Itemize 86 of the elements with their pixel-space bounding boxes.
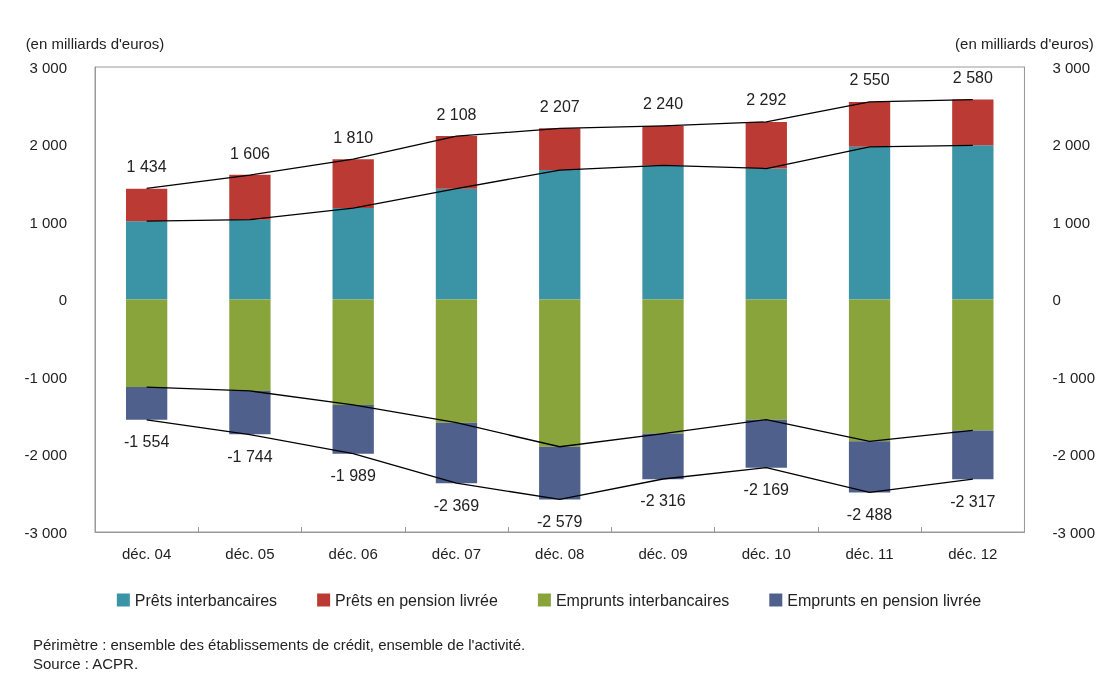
bar — [125, 299, 168, 388]
bar — [642, 165, 684, 300]
bar — [848, 146, 891, 300]
bar — [332, 299, 374, 405]
bar — [745, 168, 787, 300]
bar — [539, 446, 581, 500]
bar — [952, 99, 994, 146]
data-label: 2 108 — [436, 105, 477, 123]
y2-tick-label: 1 000 — [1052, 213, 1091, 231]
bar — [539, 128, 581, 171]
legend-label: Prêts en pension livrée — [335, 591, 498, 609]
data-label: -2 317 — [950, 492, 996, 510]
bar — [642, 433, 684, 480]
data-label: -2 316 — [640, 492, 686, 510]
source-note: Source : ACPR. — [33, 655, 139, 672]
bar — [745, 122, 787, 169]
data-label: -1 744 — [227, 448, 273, 466]
bar — [125, 221, 168, 300]
bar — [229, 219, 271, 300]
data-label: 1 606 — [229, 144, 271, 162]
bar — [952, 145, 994, 300]
bar — [848, 441, 891, 493]
y2-tick-label: -2 000 — [1052, 446, 1096, 463]
y-tick-label: -2 000 — [24, 446, 67, 463]
data-label: 2 207 — [539, 97, 580, 115]
x-tick-label: déc. 09 — [638, 545, 688, 562]
bar — [642, 299, 684, 434]
legend-label: Emprunts interbancaires — [555, 591, 730, 609]
bar — [125, 387, 168, 420]
x-tick-label: déc. 04 — [122, 545, 172, 562]
bar — [642, 125, 684, 166]
data-label: -2 169 — [743, 481, 790, 499]
data-label: -2 579 — [537, 512, 583, 530]
bar — [332, 159, 374, 209]
data-label: 1 434 — [126, 157, 167, 175]
bar — [952, 299, 994, 431]
bar — [952, 430, 994, 480]
bar — [435, 135, 478, 189]
y-tick-label: 2 000 — [29, 136, 67, 153]
data-label: -1 989 — [330, 467, 376, 485]
x-tick-label: déc. 07 — [431, 545, 482, 562]
data-label: -1 554 — [123, 433, 170, 451]
data-label: 1 810 — [333, 128, 374, 146]
bar — [745, 419, 787, 468]
legend-label: Emprunts en pension livrée — [787, 591, 982, 609]
data-label: 2 550 — [849, 71, 890, 89]
text: Périmètre : ensemble des établissements de crédit, ensemble de l'activité. — [33, 636, 526, 653]
x-tick-label: déc. 10 — [741, 545, 791, 562]
data-label: 2 292 — [746, 91, 787, 109]
y2-tick-label: -3 000 — [1052, 523, 1096, 541]
data-label: -2 488 — [846, 505, 893, 523]
x-tick-label: déc. 11 — [845, 545, 894, 562]
data-label: 2 240 — [642, 95, 684, 113]
bar — [539, 299, 581, 447]
bar — [848, 299, 891, 442]
x-tick-label: déc. 08 — [535, 545, 585, 562]
x-tick-label: déc. 06 — [328, 545, 378, 562]
y2-tick-label: 0 — [1052, 291, 1061, 308]
y-tick-label: -3 000 — [24, 523, 67, 541]
bar — [332, 404, 374, 454]
bar — [332, 208, 374, 300]
data-label: -2 369 — [433, 496, 480, 514]
y2-axis-title: (en milliards d'euros) — [955, 35, 1094, 52]
data-label: 2 580 — [952, 69, 993, 87]
y-axis-title: (en milliards d'euros) — [25, 35, 165, 52]
bar — [435, 422, 478, 484]
bar — [229, 174, 271, 220]
x-tick-label: déc. 05 — [225, 545, 275, 562]
bar — [435, 299, 478, 423]
y2-tick-label: 2 000 — [1052, 136, 1091, 153]
y-tick-label: 3 000 — [29, 58, 67, 76]
legend-label: Prêts interbancaires — [134, 591, 278, 609]
bar — [848, 101, 891, 147]
y-tick-label: 0 — [58, 291, 67, 308]
bar — [229, 299, 271, 391]
line-series — [145, 386, 974, 448]
bar — [745, 299, 787, 420]
y-tick-label: -1 000 — [24, 368, 67, 386]
bar — [435, 188, 478, 300]
bar — [229, 390, 271, 435]
y2-tick-label: -1 000 — [1052, 368, 1096, 386]
bar — [539, 170, 581, 300]
y-tick-label: 1 000 — [29, 213, 67, 231]
y2-tick-label: 3 000 — [1052, 58, 1091, 76]
bar — [125, 188, 168, 222]
x-tick-label: déc. 12 — [948, 545, 998, 562]
